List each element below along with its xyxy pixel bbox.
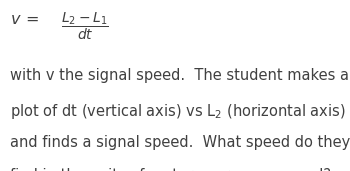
Text: find in the units of meters per nanosecond?: find in the units of meters per nanoseco… bbox=[10, 168, 331, 171]
Text: with v the signal speed.  The student makes a: with v the signal speed. The student mak… bbox=[10, 68, 350, 83]
Text: $\dfrac{L_2 - L_1}{dt}$: $\dfrac{L_2 - L_1}{dt}$ bbox=[61, 10, 109, 42]
Text: plot of dt (vertical axis) vs L$_2$ (horizontal axis): plot of dt (vertical axis) vs L$_2$ (hor… bbox=[10, 102, 346, 121]
Text: and finds a signal speed.  What speed do they: and finds a signal speed. What speed do … bbox=[10, 135, 350, 150]
Text: $v\,=$: $v\,=$ bbox=[10, 12, 40, 27]
